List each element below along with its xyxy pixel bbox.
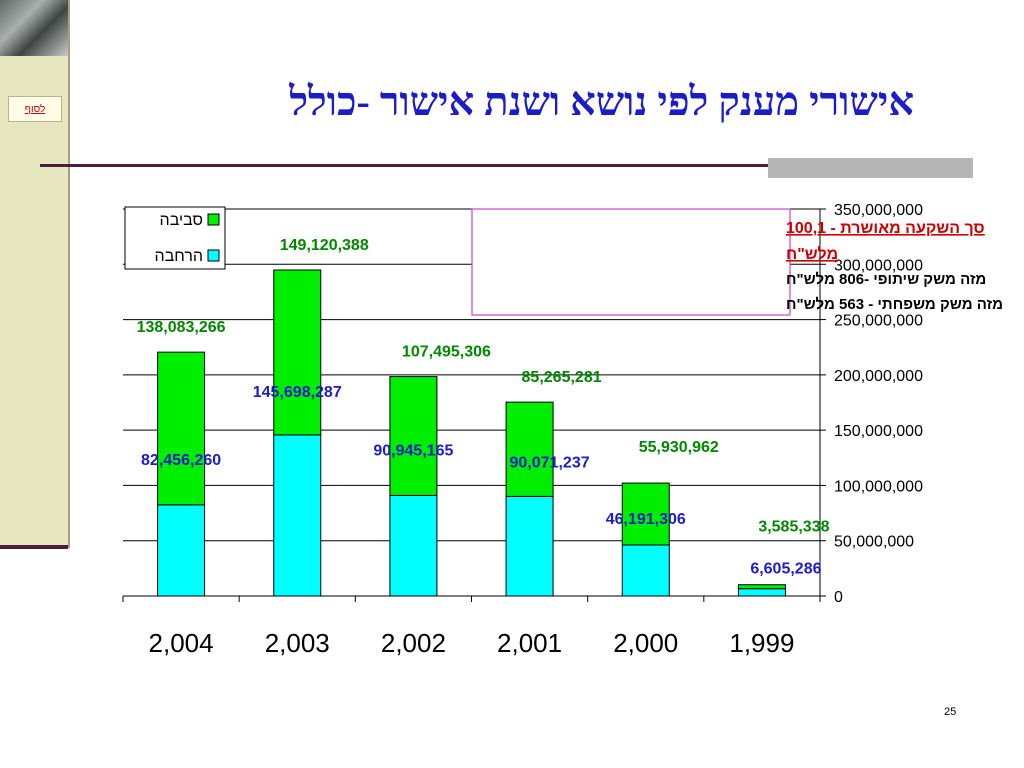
bar-harhava (273, 434, 322, 597)
axes: 0 50,000,000 100,000,000 150,000,000 200,000… (122, 202, 923, 658)
bars (157, 269, 786, 597)
bar-sviva (737, 584, 786, 590)
y-tick-label: 200,000,000 (834, 368, 923, 385)
x-tick-label: 2,004 (149, 628, 214, 658)
y-tick-label: 0 (834, 589, 843, 606)
value-label-harhava: 82,456,260 (141, 452, 221, 469)
title-bar-accent (768, 158, 973, 178)
page-number: 25 (944, 706, 957, 718)
x-tick-label: 2,003 (265, 628, 330, 658)
bar-harhava (505, 495, 554, 597)
value-label-sviva: 107,495,306 (402, 344, 491, 361)
y-tick-label: 50,000,000 (834, 534, 914, 551)
x-tick-label: 1,999 (729, 628, 794, 658)
bar-sviva (505, 401, 554, 497)
bar-sviva (621, 482, 670, 546)
bar-sviva (389, 376, 438, 496)
bar-sviva (157, 351, 206, 506)
legend-swatch-sviva (207, 213, 220, 226)
info-line-cooperative: מזה משק שיתופי -806 מלש"ח (786, 271, 986, 288)
info-box: סך השקעה מאושרת - 100,1 מלש"ח מזה משק שי… (471, 208, 1003, 316)
x-tick-label: 2,000 (613, 628, 678, 658)
legend-swatch-harhava (207, 249, 220, 262)
value-label-harhava: 90,071,237 (510, 454, 590, 471)
y-tick-label: 250,000,000 (834, 313, 923, 330)
info-line-family: מזה משק משפחתי - 563 מלש"ח (786, 296, 1003, 313)
slide-title: אישורי מענק לפי נושא ושנת אישור -כולל (289, 79, 914, 124)
sidebar-photo (0, 0, 68, 56)
value-label-sviva: 138,083,266 (137, 319, 226, 336)
value-label-sviva: 3,585,338 (758, 519, 829, 536)
y-tick-label: 150,000,000 (834, 423, 923, 440)
bar-harhava (621, 544, 670, 597)
sidebar-divider (0, 545, 68, 549)
bar-harhava (389, 494, 438, 597)
info-line-total-unit: מלש"ח (786, 245, 838, 263)
value-label-harhava: 6,605,286 (750, 561, 821, 578)
value-label-sviva: 85,265,281 (522, 369, 602, 386)
legend-label-sviva: סביבה (160, 212, 203, 229)
y-tick-label: 350,000,000 (834, 202, 923, 219)
info-line-total: סך השקעה מאושרת - 100,1 (786, 220, 985, 237)
y-tick-label: 100,000,000 (834, 478, 923, 495)
value-label-sviva: 149,120,388 (280, 237, 369, 254)
bar-sviva (273, 269, 322, 436)
info-box-frame (471, 208, 791, 316)
value-label-harhava: 145,698,287 (253, 384, 342, 401)
value-label-harhava: 90,945,165 (373, 442, 453, 459)
legend-label-harhava: הרחבה (155, 248, 203, 265)
title-rule (40, 164, 768, 167)
sidebar: לסוף (0, 0, 70, 549)
value-label-harhava: 46,191,306 (606, 511, 686, 528)
legend: סביבה הרחבה (124, 206, 226, 270)
value-label-sviva: 55,930,962 (639, 439, 719, 456)
x-tick-label: 2,001 (497, 628, 562, 658)
x-tick-label: 2,002 (381, 628, 446, 658)
bar-harhava (737, 588, 786, 597)
bar-harhava (157, 504, 206, 597)
to-end-button[interactable]: לסוף (8, 96, 62, 122)
y-tick-label: 300,000,000 (834, 257, 923, 274)
value-labels: 82,456,260 138,083,266 145,698,287 149,120,… (137, 237, 830, 578)
